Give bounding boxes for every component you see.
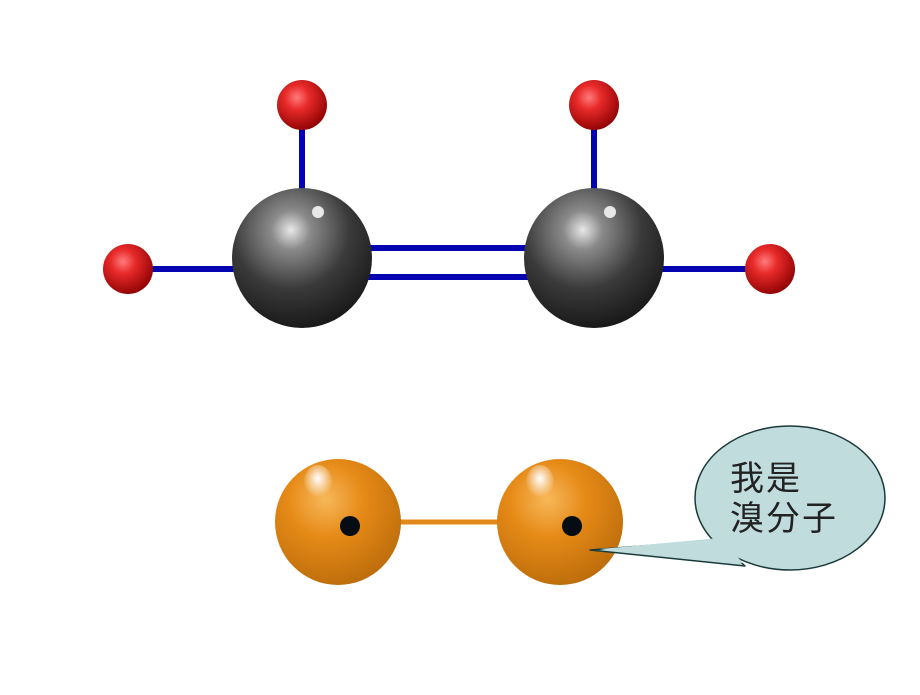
hydrogen-atom xyxy=(103,244,153,294)
carbon-atom xyxy=(524,188,664,328)
hydrogen-atom xyxy=(569,80,619,130)
callout-tail-fill xyxy=(600,538,743,563)
speech-callout: 我是 溴分子 xyxy=(590,426,885,570)
callout-text-line2: 溴分子 xyxy=(730,500,838,538)
bromine-dot xyxy=(562,516,582,536)
ethylene-bonds xyxy=(128,105,770,277)
hydrogen-atoms xyxy=(103,80,795,294)
bromine-atom xyxy=(497,459,623,585)
carbon-highlight xyxy=(312,206,324,218)
carbon-highlight xyxy=(604,206,616,218)
hydrogen-atom xyxy=(745,244,795,294)
hydrogen-atom xyxy=(277,80,327,130)
carbon-atom xyxy=(232,188,372,328)
bromine-dot xyxy=(340,516,360,536)
molecule-svg: 我是 溴分子 xyxy=(0,0,920,690)
callout-text-line1: 我是 xyxy=(730,461,802,498)
bromine-shine xyxy=(304,465,332,499)
carbon-atoms xyxy=(232,188,664,328)
bromine-shine xyxy=(526,465,554,499)
bromine-atom xyxy=(275,459,401,585)
diagram-canvas: 我是 溴分子 xyxy=(0,0,920,690)
